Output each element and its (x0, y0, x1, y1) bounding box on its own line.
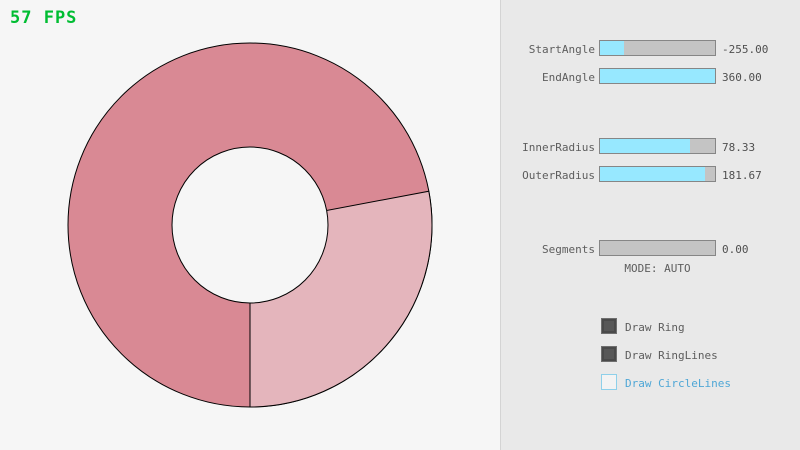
slider-innerradius: InnerRadius 78.33 (501, 138, 800, 155)
slider-innerradius-fill (600, 139, 690, 153)
slider-startangle-value: -255.00 (722, 43, 769, 56)
slider-endangle-track[interactable] (599, 68, 716, 84)
controls-panel: StartAngle -255.00 EndAngle 360.00 Inner… (500, 0, 800, 450)
slider-endangle-label: EndAngle (542, 71, 595, 84)
slider-endangle-fill (600, 69, 715, 83)
checkbox-draw-circlelines[interactable]: Draw CircleLines (501, 374, 800, 391)
checkbox-draw-circlelines-label: Draw CircleLines (625, 377, 731, 390)
ring-chart (67, 42, 433, 408)
segments-mode-label: MODE: AUTO (624, 262, 691, 275)
slider-startangle-track[interactable] (599, 40, 716, 56)
slider-startangle-fill (600, 41, 625, 55)
checkbox-draw-ring-box[interactable] (601, 318, 617, 334)
slider-outerradius-label: OuterRadius (522, 169, 595, 182)
checkbox-draw-ring[interactable]: Draw Ring (501, 318, 800, 335)
slider-startangle-label: StartAngle (528, 43, 595, 56)
slider-innerradius-track[interactable] (599, 138, 716, 154)
checkbox-draw-ring-label: Draw Ring (625, 321, 685, 334)
slider-endangle: EndAngle 360.00 (501, 68, 800, 85)
slider-segments: Segments 0.00 (501, 240, 800, 257)
checkbox-draw-ringlines-box[interactable] (601, 346, 617, 362)
slider-outerradius-fill (600, 167, 705, 181)
checkbox-draw-circlelines-box[interactable] (601, 374, 617, 390)
render-canvas: 57 FPS (10, 8, 433, 408)
slider-segments-value: 0.00 (722, 243, 749, 256)
slider-outerradius-track[interactable] (599, 166, 716, 182)
slider-innerradius-value: 78.33 (722, 141, 756, 154)
fps-counter: 57 FPS (10, 8, 78, 28)
checkbox-draw-ringlines-label: Draw RingLines (625, 349, 718, 362)
checkbox-draw-ringlines[interactable]: Draw RingLines (501, 346, 800, 363)
ring-inner-hole (171, 146, 329, 304)
slider-segments-label: Segments (542, 243, 595, 256)
slider-endangle-value: 360.00 (722, 71, 762, 84)
slider-startangle: StartAngle -255.00 (501, 40, 800, 57)
slider-outerradius-value: 181.67 (722, 169, 762, 182)
slider-innerradius-label: InnerRadius (522, 141, 595, 154)
slider-outerradius: OuterRadius 181.67 (501, 166, 800, 183)
slider-segments-track[interactable] (599, 240, 716, 256)
